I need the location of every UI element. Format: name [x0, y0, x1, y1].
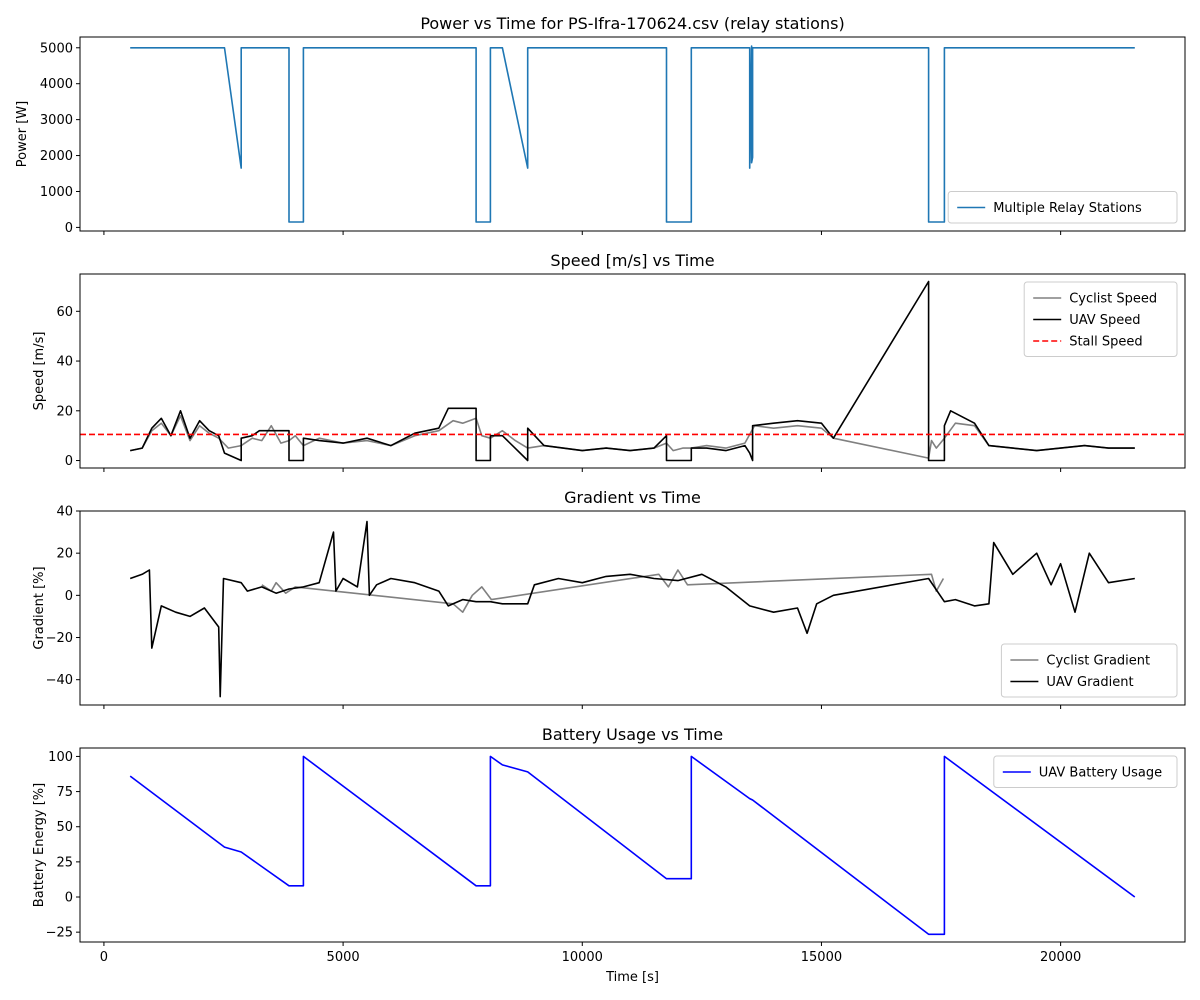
- legend-label-multiple-relay-stations: Multiple Relay Stations: [993, 201, 1142, 216]
- y-tick-label: 0: [65, 589, 73, 604]
- y-axis-label: Battery Energy [%]: [32, 783, 47, 907]
- subplot-title: Speed [m/s] vs Time: [550, 251, 714, 270]
- y-tick-label: 60: [56, 305, 73, 320]
- y-tick-label: 5000: [40, 41, 73, 56]
- uav-gradient-line: [129, 520, 1135, 698]
- legend-label-uav-gradient: UAV Gradient: [1046, 675, 1133, 690]
- axes-frame: [79, 273, 1186, 469]
- y-tick-label: 20: [56, 547, 73, 562]
- legend: Cyclist Speed UAV Speed Stall Speed: [1023, 281, 1178, 357]
- y-tick-label: 100: [48, 750, 73, 765]
- x-tick-label: 0: [100, 950, 108, 965]
- y-axis-label: Gradient [%]: [32, 566, 47, 649]
- series-group: [130, 45, 1135, 223]
- subplot-2: Speed [m/s] vs Time Speed [m/s] 0 20 40 60 Cyc…: [32, 251, 1186, 472]
- x-axis-label: Time [s]: [605, 970, 659, 985]
- y-tick-label: −20: [46, 631, 73, 646]
- series-group: [80, 280, 1185, 462]
- y-tick-label: 0: [65, 891, 73, 906]
- legend-box: [993, 755, 1178, 788]
- y-tick-label: −25: [46, 926, 73, 941]
- subplot-title: Gradient vs Time: [564, 488, 701, 507]
- subplot-4: Battery Usage vs Time Battery Energy [%] −…: [32, 725, 1186, 985]
- legend-label-stall-speed: Stall Speed: [1069, 335, 1142, 350]
- multiple-relay-stations-line: [130, 45, 1135, 223]
- legend-label-uav-battery-usage: UAV Battery Usage: [1039, 766, 1162, 781]
- y-axis-label: Speed [m/s]: [32, 332, 47, 411]
- y-axis-label: Power [W]: [15, 101, 30, 167]
- uav-battery-usage-line: [129, 755, 1136, 936]
- x-tick-label: 5000: [327, 950, 360, 965]
- y-tick-label: 40: [56, 355, 73, 370]
- legend-box: [1000, 643, 1178, 698]
- legend-box: [1023, 281, 1178, 357]
- series-group: [129, 520, 1135, 698]
- y-tick-label: 2000: [40, 149, 73, 164]
- y-tick-label: 3000: [40, 113, 73, 128]
- y-tick-label: 25: [56, 855, 73, 870]
- legend-box: [947, 191, 1178, 224]
- y-tick-label: 75: [56, 785, 73, 800]
- uav-speed-line: [130, 280, 1135, 462]
- cyclist-speed-line: [130, 414, 1135, 459]
- y-tick-label: 1000: [40, 185, 73, 200]
- y-tick-label: 0: [65, 221, 73, 236]
- y-tick-label: 50: [56, 820, 73, 835]
- subplot-3: Gradient vs Time Gradient [%] −40 −20 0 20 40 C…: [32, 488, 1186, 709]
- series-group: [129, 755, 1136, 936]
- legend: Cyclist Gradient UAV Gradient: [1000, 643, 1178, 698]
- x-tick-label: 10000: [562, 950, 603, 965]
- y-tick-label: 20: [56, 404, 73, 419]
- legend-label-cyclist-gradient: Cyclist Gradient: [1046, 654, 1150, 669]
- y-tick-label: 0: [65, 454, 73, 469]
- legend-label-uav-speed: UAV Speed: [1069, 313, 1140, 328]
- cyclist-gradient-line: [261, 569, 945, 614]
- subplot-title: Battery Usage vs Time: [542, 725, 723, 744]
- x-tick-label: 20000: [1040, 950, 1081, 965]
- subplot-title: Power vs Time for PS-Ifra-170624.csv (re…: [420, 14, 844, 33]
- axes-frame: [79, 36, 1186, 232]
- y-tick-label: 40: [56, 505, 73, 520]
- axes-frame: [79, 747, 1186, 943]
- axes-frame: [79, 510, 1186, 706]
- y-tick-label: −40: [46, 673, 73, 688]
- legend-label-cyclist-speed: Cyclist Speed: [1069, 292, 1157, 307]
- legend: UAV Battery Usage: [993, 755, 1178, 788]
- subplot-1: Power vs Time for PS-Ifra-170624.csv (re…: [15, 14, 1186, 236]
- x-tick-label: 15000: [801, 950, 842, 965]
- y-tick-label: 4000: [40, 77, 73, 92]
- legend: Multiple Relay Stations: [947, 191, 1178, 224]
